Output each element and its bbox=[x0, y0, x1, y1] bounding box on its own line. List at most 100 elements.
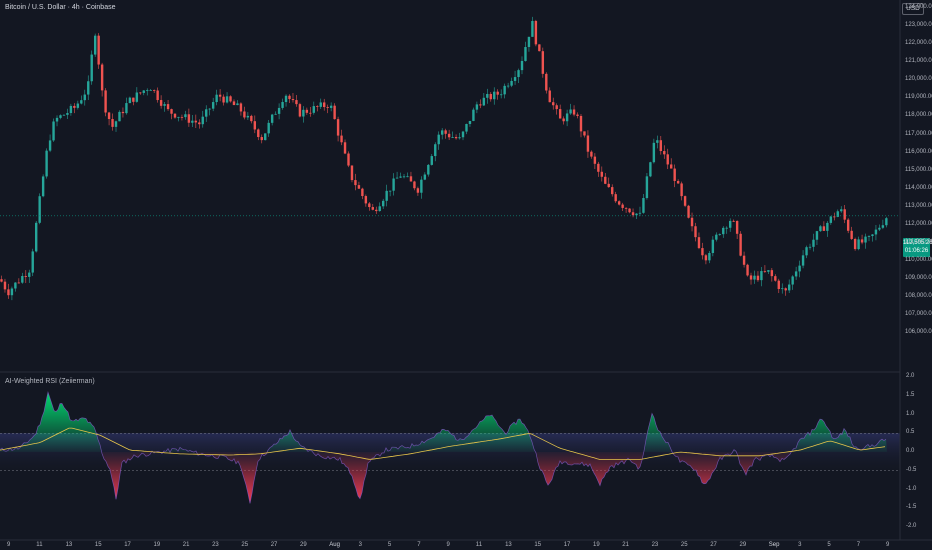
indicator-tick-label: -1.5 bbox=[906, 504, 917, 511]
price-tick-label: 109,000.00 bbox=[905, 275, 932, 282]
price-pane[interactable] bbox=[0, 16, 900, 301]
candle-body bbox=[118, 111, 121, 122]
candle-body bbox=[236, 103, 239, 106]
price-tick-label: 122,000.00 bbox=[905, 40, 932, 47]
candle-body bbox=[871, 234, 874, 237]
candle-body bbox=[604, 176, 607, 184]
candle-body bbox=[829, 216, 833, 223]
candle-body bbox=[316, 106, 319, 107]
price-tick-label: 110,000.00 bbox=[905, 257, 932, 264]
candle-body bbox=[770, 270, 774, 277]
candle-body bbox=[347, 153, 350, 166]
candle-body bbox=[170, 109, 173, 114]
candle-body bbox=[312, 106, 315, 113]
time-tick-label: 21 bbox=[182, 542, 190, 548]
rsi-line bbox=[0, 390, 887, 504]
candle-body bbox=[343, 142, 347, 154]
candle-body bbox=[218, 94, 222, 97]
rsi-bull-area bbox=[0, 392, 887, 452]
candle-body bbox=[499, 94, 503, 96]
candle-body bbox=[808, 246, 812, 248]
time-tick-label: 23 bbox=[651, 542, 659, 548]
price-tick-label: 120,000.00 bbox=[905, 76, 932, 83]
indicator-title[interactable]: AI-Weighted RSI (Zeiierman) bbox=[5, 378, 95, 385]
candle-body bbox=[340, 135, 343, 143]
price-tick-label: 106,000.00 bbox=[905, 329, 932, 336]
candle-body bbox=[333, 105, 336, 120]
candle-body bbox=[14, 282, 17, 289]
candle-body bbox=[617, 201, 621, 205]
candle-body bbox=[496, 91, 499, 95]
candle-body bbox=[520, 60, 524, 71]
candle-body bbox=[704, 255, 708, 261]
candle-body bbox=[440, 130, 444, 135]
candle-body bbox=[458, 137, 461, 139]
price-tick-label: 107,000.00 bbox=[905, 311, 932, 318]
candle-body bbox=[24, 276, 27, 277]
currency-button[interactable]: USD bbox=[902, 3, 924, 15]
candle-body bbox=[232, 101, 236, 106]
candle-body bbox=[836, 211, 839, 217]
candle-body bbox=[90, 54, 93, 82]
candle-body bbox=[642, 198, 645, 213]
indicator-tick-label: 1.0 bbox=[906, 410, 915, 417]
candle-body bbox=[55, 117, 59, 122]
candle-body bbox=[680, 183, 683, 197]
candle-body bbox=[406, 176, 409, 178]
candle-body bbox=[590, 151, 593, 157]
candle-body bbox=[329, 105, 333, 108]
candle-body bbox=[562, 118, 565, 122]
candle-body bbox=[534, 20, 538, 45]
candle-body bbox=[97, 35, 100, 65]
candle-body bbox=[697, 237, 701, 249]
time-tick-label: 23 bbox=[212, 542, 219, 548]
candle-body bbox=[774, 276, 777, 281]
time-tick-label: 7 bbox=[856, 542, 861, 548]
candle-body bbox=[447, 133, 451, 138]
candle-body bbox=[735, 220, 739, 234]
candle-body bbox=[552, 102, 555, 106]
candle-body bbox=[819, 226, 822, 232]
candle-body bbox=[798, 265, 801, 272]
candle-body bbox=[246, 115, 250, 118]
candle-body bbox=[756, 275, 760, 281]
candle-body bbox=[725, 227, 728, 229]
symbol-title[interactable]: Bitcoin / U.S. Dollar · 4h · Coinbase bbox=[5, 4, 116, 11]
candle-body bbox=[718, 234, 721, 235]
candle-body bbox=[611, 187, 614, 195]
candle-body bbox=[437, 134, 440, 145]
indicator-pane[interactable] bbox=[0, 390, 900, 504]
candle-body bbox=[260, 137, 263, 141]
candle-body bbox=[222, 96, 225, 103]
price-tick-label: 118,000.00 bbox=[905, 112, 932, 119]
candle-body bbox=[107, 112, 111, 120]
candle-body bbox=[513, 77, 517, 81]
candle-body bbox=[729, 220, 732, 228]
candle-body bbox=[257, 129, 260, 138]
candle-body bbox=[840, 209, 843, 212]
candle-body bbox=[576, 114, 579, 116]
candle-body bbox=[87, 81, 90, 95]
candle-body bbox=[371, 207, 374, 210]
candle-body bbox=[416, 188, 420, 193]
time-tick-label: 13 bbox=[65, 542, 73, 548]
candle-body bbox=[184, 114, 187, 118]
candle-body bbox=[545, 73, 548, 91]
indicator-tick-label: -2.0 bbox=[906, 523, 917, 529]
time-tick-label: 15 bbox=[534, 542, 542, 548]
candle-body bbox=[35, 222, 38, 252]
candle-body bbox=[336, 119, 340, 136]
candle-body bbox=[843, 209, 846, 220]
candle-body bbox=[597, 163, 600, 172]
candle-body bbox=[28, 272, 31, 277]
candle-body bbox=[208, 108, 211, 110]
candle-body bbox=[600, 171, 604, 177]
candle-body bbox=[479, 104, 482, 106]
candle-body bbox=[572, 109, 576, 115]
candle-body bbox=[45, 150, 48, 177]
candle-body bbox=[461, 131, 465, 138]
candle-body bbox=[100, 64, 104, 91]
candle-body bbox=[746, 264, 749, 276]
